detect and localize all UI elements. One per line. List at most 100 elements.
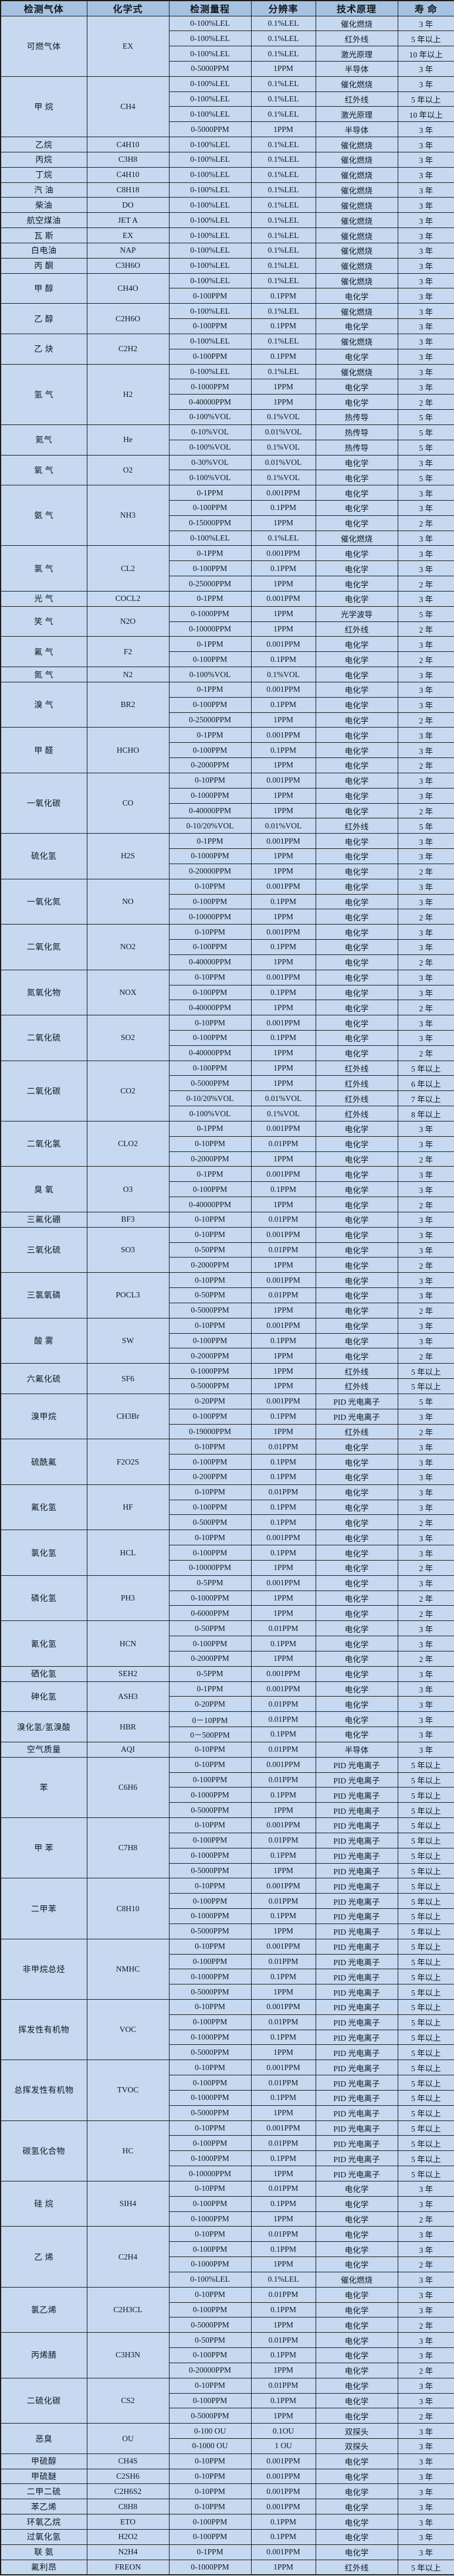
formula-cell: H2 xyxy=(86,363,170,425)
table-row: 氟 气 F2 0-1PPM 0.001PPM 电化学 3 年 xyxy=(0,636,454,668)
table-row: 丙 酮 C3H6O 0-100%LEL 0.1%LEL 催化燃烧 3 年 xyxy=(0,257,454,274)
principle-cell: 电化学 xyxy=(315,2317,398,2333)
table-row: 氮氧化物 NOX 0-10PPM 0.001PPM 电化学 3 年 xyxy=(0,969,454,1016)
principle-cell: PID 光电离子 xyxy=(315,1393,398,1409)
lifetime-cell: 3 年 xyxy=(397,2393,454,2409)
table-row: 0-6000PPM 1PPM 电化学 2 年 xyxy=(1,1605,454,1622)
resolution-cell: 0.01PPM xyxy=(250,2377,316,2394)
lifetime-cell: 3 年 xyxy=(397,2302,454,2318)
resolution-cell: 0.1%LEL xyxy=(250,76,316,92)
resolution-cell: 0.1PPM xyxy=(250,2029,316,2045)
resolution-cell: 0.1%LEL xyxy=(250,46,316,62)
resolution-cell: 0.001PPM xyxy=(250,1015,316,1031)
resolution-cell: 1PPM xyxy=(250,1650,316,1667)
range-cell: 0-6000PPM xyxy=(168,1605,252,1622)
table-row: 氯 气 CL2 0-1PPM 0.001PPM 电化学 3 年 xyxy=(0,545,454,592)
range-cell: 0-100PPM xyxy=(168,348,252,365)
lifetime-cell: 5 年以上 xyxy=(397,1832,454,1848)
lifetime-cell: 3 年 xyxy=(397,787,454,804)
resolution-cell: 0.1PPM xyxy=(250,651,316,668)
gas-name-cell: 氮 气 xyxy=(0,667,87,682)
formula-cell: TVOC xyxy=(86,2060,170,2121)
resolution-cell: 1PPM xyxy=(250,1923,316,1939)
range-cell: 0-1000PPM xyxy=(168,787,252,804)
resolution-cell: 1PPM xyxy=(250,379,316,395)
table-row: 二氧化碳 CO2 0-100PPM 1PPM 红外线 5 年以上 xyxy=(0,1060,454,1122)
range-cell: 0-19000PPM xyxy=(168,1423,252,1440)
table-row: 0-100PPM 0.1PPM 电化学 3 年 xyxy=(1,939,454,955)
range-cell: 0-1000PPM xyxy=(168,2211,252,2227)
formula-cell: C2H2 xyxy=(86,333,170,365)
range-cell: 0-10PPM xyxy=(168,1226,252,1243)
gas-name-cell: 丙烯腈 xyxy=(0,2332,87,2378)
principle-cell: 电化学 xyxy=(315,1272,398,1289)
range-cell: 0-100PPM xyxy=(168,1636,252,1651)
principle-cell: 电化学 xyxy=(315,954,398,970)
range-cell: 0-100PPM xyxy=(168,651,252,668)
principle-cell: 电化学 xyxy=(315,969,398,985)
gas-name-cell: 溴化氢/氢溴酸 xyxy=(0,1711,87,1742)
principle-cell: PID 光电离子 xyxy=(315,1408,398,1425)
resolution-cell: 1PPM xyxy=(250,515,316,531)
range-cell: 0-10/20%VOL xyxy=(168,818,252,834)
gas-name-cell: 氢 气 xyxy=(0,363,87,425)
resolution-cell: 0.1%VOL xyxy=(250,1106,316,1122)
lifetime-cell: 3 年 xyxy=(397,2529,454,2545)
principle-cell: 电化学 xyxy=(315,2286,398,2303)
resolution-cell: 0.1%LEL xyxy=(250,2271,316,2288)
resolution-cell: 0.001PPM xyxy=(250,1817,316,1833)
table-row: 0-100PPM 0.1PPM 电化学 3 年 xyxy=(1,1454,454,1470)
principle-cell: 红外线 xyxy=(315,1378,398,1394)
resolution-cell: 1PPM xyxy=(250,909,316,925)
table-row: 丁烷 C4H10 0-100%LEL 0.1%LEL 催化燃烧 3 年 xyxy=(0,166,454,183)
table-row: 一氧化碳 CO 0-10PPM 0.001PPM 电化学 3 年 xyxy=(0,772,454,834)
table-row: 0-40000PPM 1PPM 电化学 2 年 xyxy=(1,1197,454,1212)
formula-cell: SIH4 xyxy=(86,2180,170,2227)
table-row: 0-5000PPM 1PPM PID 光电离子 5 年以上 xyxy=(1,1923,454,1939)
principle-cell: 电化学 xyxy=(315,1636,398,1651)
range-cell: 0-100%LEL xyxy=(168,91,252,107)
table-row: 溴甲烷 CH3Br 0-20PPM 0.001PPM PID 光电离子 5 年 xyxy=(0,1393,454,1440)
lifetime-cell: 3 年 xyxy=(397,2271,454,2288)
table-row: 柴油 DO 0-100%LEL 0.1%LEL 催化燃烧 3 年 xyxy=(0,197,454,213)
range-cell: 0-50PPM xyxy=(168,1620,252,1637)
formula-cell: C3H8 xyxy=(86,151,170,168)
gas-name-cell: 环氧乙烷 xyxy=(0,2514,87,2530)
resolution-cell: 1PPM xyxy=(250,2408,316,2424)
range-cell: 0－500PPM xyxy=(168,1727,252,1742)
gas-name-cell: 汽 油 xyxy=(0,182,87,198)
range-cell: 0-1PPM xyxy=(168,681,252,698)
table-row: 0-1000 OU 1 OU 双探头 3 年 xyxy=(1,2438,454,2454)
lifetime-cell: 3 年 xyxy=(397,1439,454,1455)
lifetime-cell: 5 年以上 xyxy=(397,2135,454,2152)
range-cell: 0-100PPM xyxy=(168,2302,252,2318)
formula-cell: CH4O xyxy=(86,273,170,304)
principle-cell: 电化学 xyxy=(315,1015,398,1031)
range-cell: 0-5000PPM xyxy=(168,121,252,138)
resolution-cell: 0.001PPM xyxy=(250,1530,316,1546)
table-row: 甲 烷 CH4 0-100%LEL 0.1%LEL 催化燃烧 3 年 xyxy=(0,76,454,138)
range-cell: 0-1000 OU xyxy=(168,2438,252,2454)
principle-cell: 电化学 xyxy=(315,1727,398,1742)
lifetime-cell: 3 年 xyxy=(397,727,454,743)
formula-cell: HCL xyxy=(86,1530,170,1576)
principle-cell: PID 光电离子 xyxy=(315,1878,398,1894)
table-row: 酸 雾 SW 0-10PPM 0.001PPM 电化学 3 年 xyxy=(0,1317,454,1364)
range-cell: 0-5000PPM xyxy=(168,60,252,77)
lifetime-cell: 3 年 xyxy=(397,60,454,77)
table-row: 氯乙烯 C2H3CL 0-10PPM 0.01PPM 电化学 3 年 xyxy=(0,2286,454,2333)
column-header-lifetime: 寿 命 xyxy=(397,0,454,16)
table-row: 0-1000PPM 1PPM 电化学 3 年 xyxy=(1,787,454,804)
principle-cell: 热传导 xyxy=(315,439,398,456)
lifetime-cell: 3 年 xyxy=(397,242,454,259)
table-row: 0-100%LEL 0.1%LEL 激光原理 10 年以上 xyxy=(1,106,454,123)
lifetime-cell: 3 年 xyxy=(397,1636,454,1651)
range-cell: 0-2000PPM xyxy=(168,1151,252,1167)
table-row: 0-200PPM 0.1PPM 电化学 3 年 xyxy=(1,1469,454,1485)
principle-cell: 红外线 xyxy=(315,91,398,107)
principle-cell: 催化燃烧 xyxy=(315,303,398,320)
table-row: 0-100%VOL 0.1%VOL 热传导 5 年 xyxy=(1,439,454,456)
lifetime-cell: 5 年以上 xyxy=(397,2166,454,2181)
resolution-cell: 0.1%VOL xyxy=(250,409,316,425)
resolution-cell: 0.1PPM xyxy=(250,1181,316,1198)
